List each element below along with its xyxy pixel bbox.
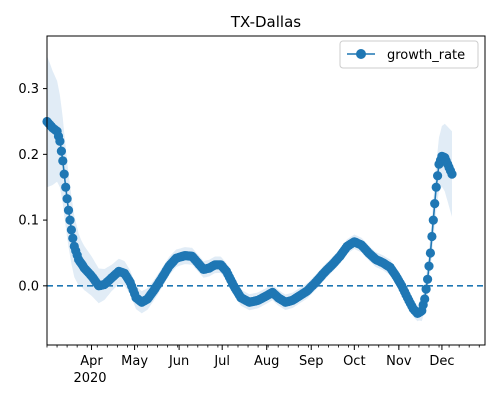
- x-tick-label: Jun: [168, 354, 189, 369]
- growth-rate-point: [433, 171, 443, 181]
- legend-entry-growth-rate: growth_rate: [387, 48, 465, 63]
- growth-rate-point: [62, 194, 72, 204]
- growth-rate-point: [423, 274, 433, 284]
- series-marker-layer: [42, 116, 457, 318]
- legend: growth_rate: [339, 40, 479, 69]
- y-tick-label: 0.0: [18, 279, 39, 294]
- x-tick-label: Nov: [386, 354, 412, 369]
- growth-rate-point: [55, 136, 65, 146]
- x-tick-label: Apr: [80, 354, 103, 369]
- growth-rate-point: [56, 146, 66, 156]
- growth-rate-point: [66, 225, 76, 235]
- plot-frame: [46, 35, 486, 346]
- legend-marker-swatch: [356, 49, 366, 59]
- growth-rate-point: [425, 248, 435, 258]
- x-tick-label: Aug: [254, 354, 279, 369]
- growth-rate-point: [447, 169, 457, 179]
- growth-rate-point: [427, 231, 437, 242]
- legend-box: [339, 40, 479, 69]
- y-tick-label: 0.3: [18, 82, 39, 97]
- growth-rate-point: [431, 182, 441, 192]
- growth-rate-point: [63, 205, 74, 215]
- growth-rate-point: [59, 169, 69, 179]
- growth-rate-point: [61, 182, 71, 192]
- growth-rate-point: [420, 294, 430, 304]
- x-tick-label: Oct: [343, 354, 365, 369]
- growth-rate-point: [421, 284, 431, 294]
- growth-rate-point: [68, 233, 78, 243]
- growth-rate-point: [58, 156, 68, 166]
- y-tick-label: 0.2: [18, 148, 39, 163]
- growth-rate-point: [424, 261, 434, 271]
- x-tick-label: Jul: [213, 354, 230, 369]
- growth-rate-point: [65, 215, 75, 225]
- x-year-label: 2020: [73, 371, 106, 386]
- x-tick-label: May: [121, 354, 148, 369]
- chart-title: TX-Dallas: [230, 13, 301, 31]
- x-tick-label: Dec: [429, 354, 454, 369]
- y-tick-label: 0.1: [18, 214, 39, 229]
- y-axis: 0.0 0.1 0.2 0.3: [18, 82, 47, 294]
- growth-rate-point: [428, 215, 438, 225]
- x-tick-label: Sep: [299, 354, 324, 369]
- x-axis: Apr May Jun Jul Aug Sep Oct Nov Dec: [46, 345, 480, 369]
- growth-rate-point: [430, 199, 440, 209]
